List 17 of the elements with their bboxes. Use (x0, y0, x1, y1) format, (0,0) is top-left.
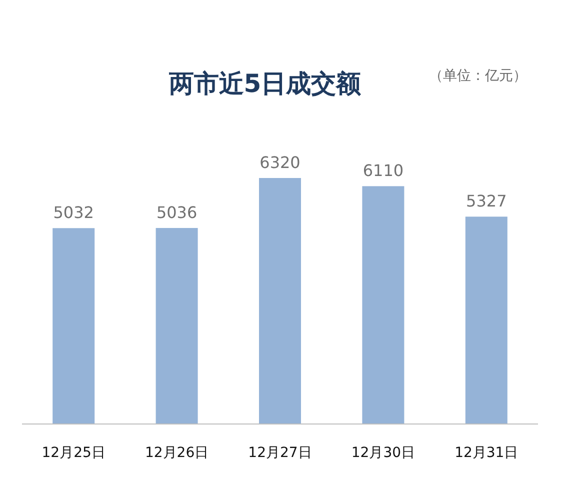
x-tick-label: 12月26日 (144, 445, 209, 461)
chart-title: 两市近5日成交额 (168, 69, 362, 98)
bar (362, 186, 404, 424)
data-label: 5032 (53, 203, 94, 222)
data-label: 6320 (260, 153, 300, 172)
bar (465, 216, 508, 424)
data-label: 5036 (156, 202, 198, 222)
bar (156, 228, 198, 424)
data-label: 5327 (466, 192, 507, 211)
bar (259, 178, 301, 424)
data-label: 6110 (362, 161, 404, 180)
bar (52, 228, 95, 424)
x-tick-label: 12月31日 (454, 445, 518, 461)
x-tick-label: 12月30日 (351, 445, 416, 461)
x-tick-label: 12月25日 (42, 445, 106, 461)
x-tick-label: 12月27日 (248, 445, 312, 461)
chart-subtitle: （单位：亿元） (429, 68, 527, 84)
